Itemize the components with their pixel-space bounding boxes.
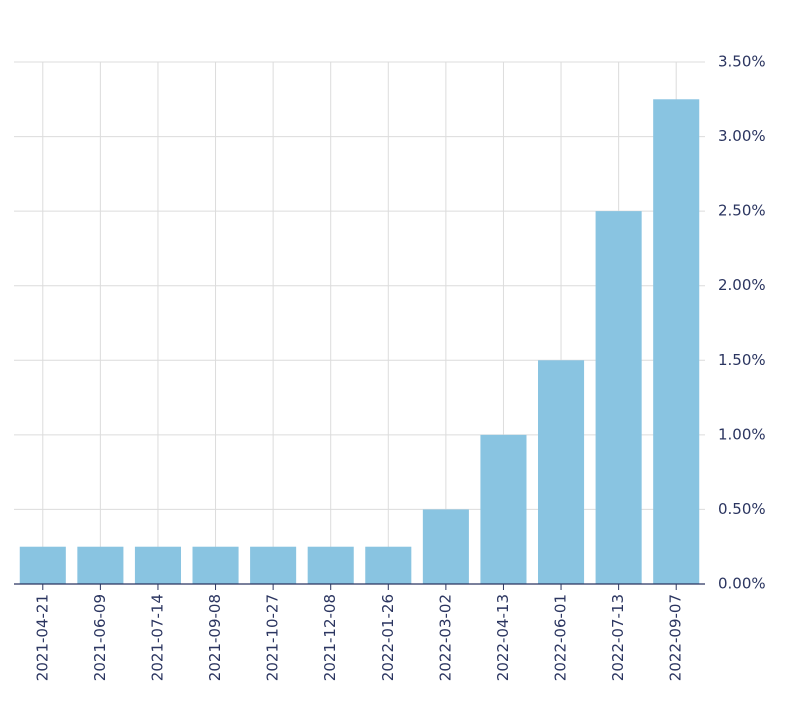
- bar: [192, 546, 239, 584]
- y-tick-label: 0.00%: [718, 575, 766, 593]
- x-tick-label: 2022-07-13: [609, 594, 627, 681]
- x-tick-label: 2022-03-02: [436, 594, 454, 681]
- x-tick-label: 2021-09-08: [206, 594, 224, 681]
- bar: [595, 211, 642, 584]
- x-tick-label: 2022-09-07: [667, 594, 685, 681]
- bar: [307, 546, 354, 584]
- y-tick-label: 1.50%: [718, 351, 766, 369]
- x-tick-label: 2021-12-08: [321, 594, 339, 681]
- x-tick-label: 2022-01-26: [379, 594, 397, 681]
- bar: [365, 546, 412, 584]
- bar: [480, 434, 527, 584]
- x-tick-label: 2021-06-09: [91, 594, 109, 681]
- x-tick-label: 2022-06-01: [552, 594, 570, 681]
- y-tick-label: 3.00%: [718, 127, 766, 145]
- x-tick-label: 2021-07-14: [148, 594, 166, 681]
- bar: [250, 546, 297, 584]
- y-tick-label: 1.00%: [718, 425, 766, 443]
- y-tick-label: 3.50%: [718, 53, 766, 71]
- y-tick-label: 2.00%: [718, 276, 766, 294]
- bar: [19, 546, 66, 584]
- x-tick-label: 2021-10-27: [264, 594, 282, 681]
- y-tick-label: 0.50%: [718, 500, 766, 518]
- x-tick-label: 2021-04-21: [33, 594, 51, 681]
- x-tick-label: 2022-04-13: [494, 594, 512, 681]
- bar: [653, 99, 700, 585]
- bar: [422, 509, 469, 584]
- bar: [134, 546, 181, 584]
- bar: [77, 546, 124, 584]
- y-tick-label: 2.50%: [718, 202, 766, 220]
- bar: [538, 360, 585, 584]
